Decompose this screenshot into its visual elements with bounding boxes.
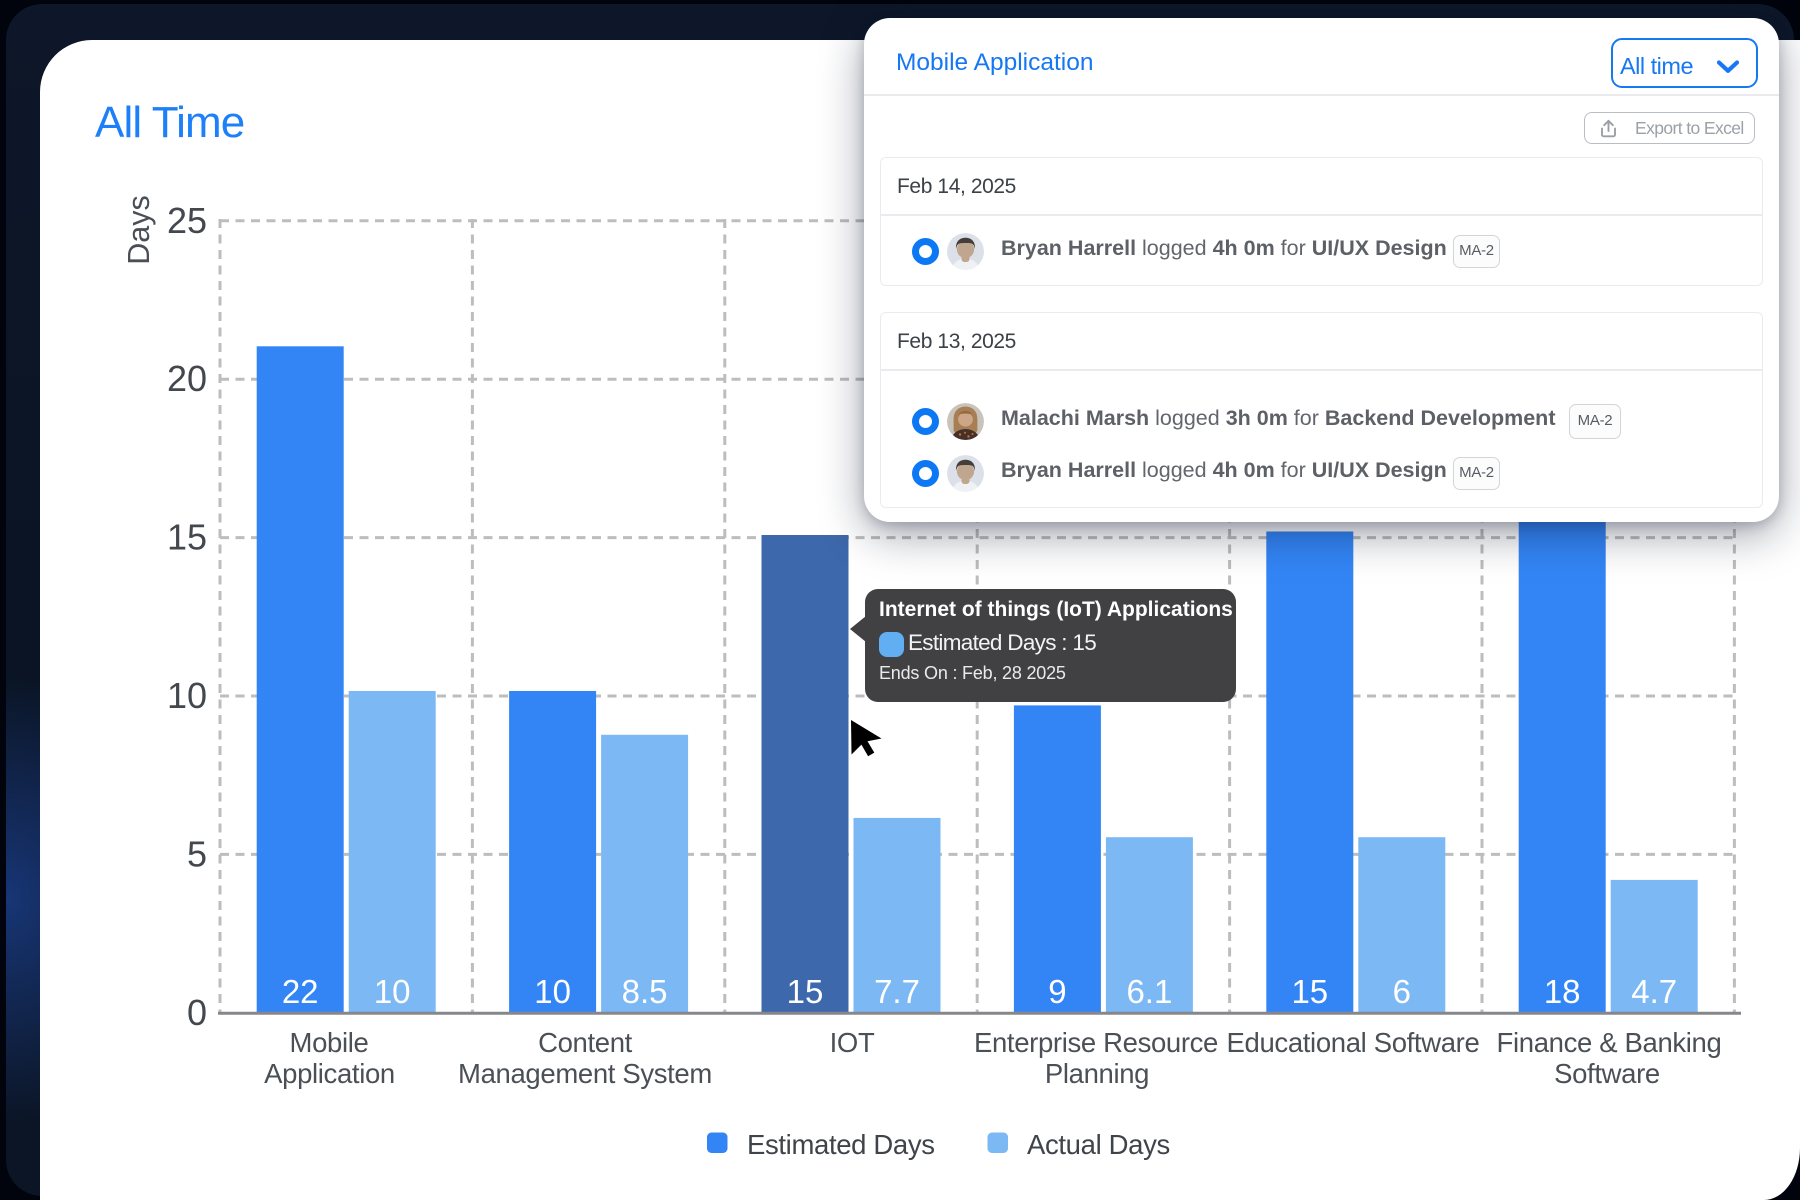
svg-text:IOT: IOT [830,1027,875,1058]
svg-text:25: 25 [167,200,207,241]
svg-text:6: 6 [1393,973,1411,1010]
svg-text:Content: Content [538,1027,633,1058]
svg-text:10: 10 [167,675,207,716]
svg-text:20: 20 [167,358,207,399]
svg-text:Days: Days [122,195,156,265]
svg-text:0: 0 [187,992,207,1033]
svg-text:4.7: 4.7 [1631,973,1677,1010]
svg-text:10: 10 [534,973,571,1010]
svg-text:Software: Software [1554,1058,1660,1089]
svg-text:10: 10 [374,973,411,1010]
svg-text:Finance & Banking: Finance & Banking [1497,1027,1722,1058]
svg-text:15: 15 [1291,973,1328,1010]
svg-text:Planning: Planning [1045,1058,1149,1089]
svg-text:Actual Days: Actual Days [1027,1129,1170,1160]
svg-text:Enterprise Resource: Enterprise Resource [974,1027,1218,1058]
svg-text:18: 18 [1544,973,1581,1010]
svg-text:Management System: Management System [458,1058,712,1089]
svg-text:Application: Application [264,1058,395,1089]
svg-text:15: 15 [787,973,824,1010]
svg-text:15: 15 [167,517,207,558]
svg-text:7.7: 7.7 [874,973,920,1010]
svg-text:Mobile: Mobile [290,1027,369,1058]
svg-text:22: 22 [282,973,319,1010]
svg-text:9: 9 [1048,973,1066,1010]
svg-text:Estimated Days: Estimated Days [747,1129,935,1160]
svg-text:5: 5 [187,833,207,874]
svg-text:8.5: 8.5 [622,973,668,1010]
svg-text:Educational Software: Educational Software [1227,1027,1480,1058]
svg-text:6.1: 6.1 [1126,973,1172,1010]
